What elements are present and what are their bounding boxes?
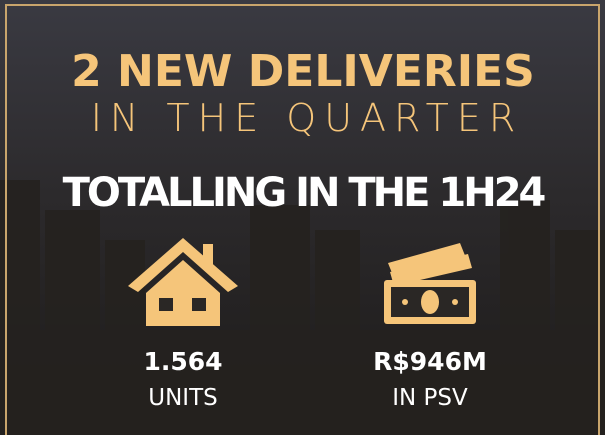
stat-label: IN PSV bbox=[392, 385, 468, 411]
stat-value: R$946M bbox=[373, 347, 487, 376]
city-silhouette bbox=[0, 180, 605, 435]
stat-label: UNITS bbox=[148, 385, 217, 411]
title-line2: IN THE QUARTER bbox=[91, 96, 524, 140]
infographic: 2 NEW DELIVERIES IN THE QUARTER TOTALLIN… bbox=[0, 0, 605, 435]
title-line1: 2 NEW DELIVERIES bbox=[71, 46, 535, 97]
stat-value: 1.564 bbox=[143, 347, 222, 376]
subtitle: TOTALLING IN THE 1H24 bbox=[63, 170, 545, 216]
